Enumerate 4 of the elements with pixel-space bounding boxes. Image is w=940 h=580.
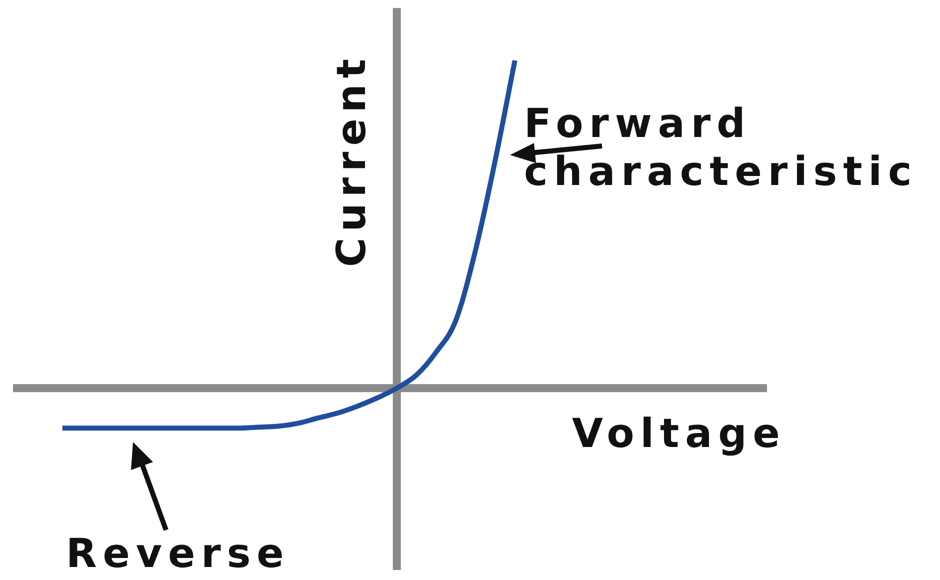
annotation: Forward characteristic — [524, 100, 919, 196]
text: Reverse — [66, 530, 290, 578]
x-axis-title: Voltage — [572, 410, 786, 458]
y-axis-title: Current — [328, 52, 376, 268]
